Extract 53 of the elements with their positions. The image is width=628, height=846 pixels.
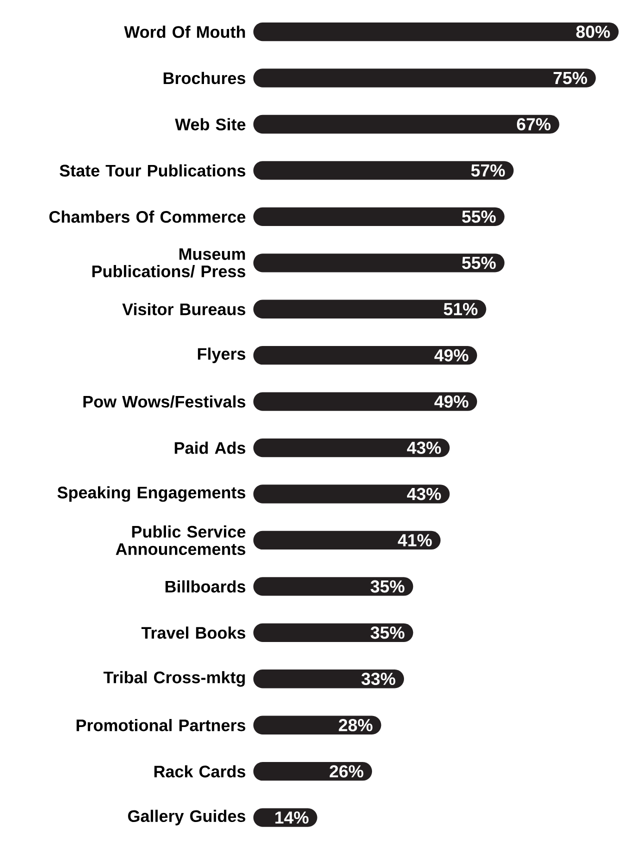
y-tick-label: Flyers (198, 348, 246, 364)
bar (253, 438, 450, 458)
y-tick-label: Rack Cards (154, 765, 246, 778)
data-label: 33% (361, 672, 396, 686)
data-label: 28% (338, 718, 372, 732)
y-tick-label: Travel Books (141, 626, 246, 639)
y-tick-label: Web Site (174, 118, 246, 130)
bar (253, 300, 486, 318)
y-tick-label: Promotional Partners (76, 718, 246, 732)
bar (253, 22, 619, 42)
data-label: 51% (444, 303, 478, 316)
bar (253, 716, 382, 734)
data-label: 67% (516, 118, 551, 130)
bar (253, 254, 504, 272)
bar (253, 623, 414, 642)
y-tick-label: Word Of Mouth (124, 26, 245, 38)
bar (253, 68, 596, 88)
data-label: 35% (370, 626, 404, 639)
y-tick-label: Public Service Announcements (116, 525, 246, 556)
y-tick-label: Speaking Engagements (57, 486, 246, 502)
data-label: 41% (398, 534, 432, 546)
data-label: 49% (434, 395, 468, 408)
data-label: 35% (370, 580, 404, 593)
y-tick-label: Visitor Bureaus (122, 302, 246, 316)
bar (253, 392, 478, 411)
y-tick-label: Tribal Cross-mktg (104, 671, 245, 687)
data-label: 49% (434, 349, 468, 362)
bar (253, 670, 404, 688)
data-label: 80% (576, 26, 610, 38)
bar (253, 577, 414, 596)
data-label: 75% (554, 72, 588, 84)
data-label: 55% (462, 256, 496, 270)
y-tick-label: Chambers Of Commerce (49, 210, 246, 223)
data-label: 43% (407, 488, 441, 500)
y-tick-label: Brochures (164, 72, 246, 84)
data-label: 57% (471, 164, 505, 177)
y-tick-label: Gallery Guides (128, 810, 246, 826)
y-tick-label: Pow Wows/Festivals (83, 395, 246, 408)
bar (253, 114, 560, 134)
bar (253, 762, 372, 781)
y-tick-label: State Tour Publications (60, 164, 246, 177)
y-tick-label: Billboards (166, 580, 246, 593)
bar (253, 161, 514, 180)
bar (253, 484, 450, 504)
bar (253, 346, 478, 365)
bar (253, 207, 504, 226)
y-tick-label: Paid Ads (174, 442, 246, 454)
data-label: 14% (275, 811, 309, 824)
data-label: 43% (407, 442, 441, 454)
y-tick-label: Museum Publications/ Press (92, 248, 246, 278)
data-label: 26% (330, 765, 364, 778)
data-label: 55% (462, 210, 496, 223)
bar (253, 530, 441, 550)
